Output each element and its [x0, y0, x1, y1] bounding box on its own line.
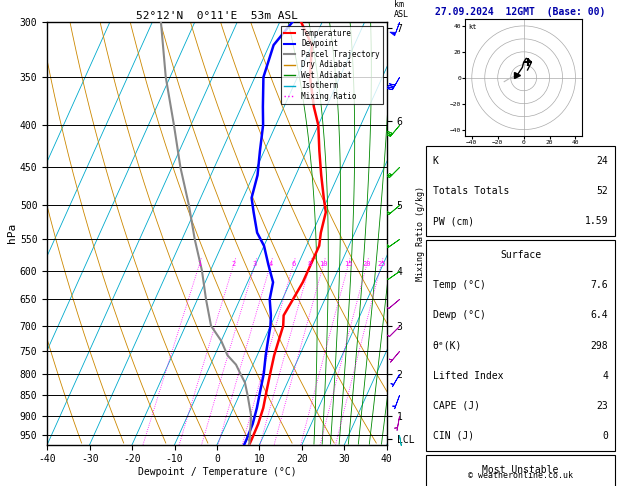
Text: Totals Totals: Totals Totals	[433, 186, 509, 196]
Text: 7.6: 7.6	[591, 280, 608, 290]
Bar	[426, 455, 615, 486]
Text: 4: 4	[269, 261, 272, 267]
Text: K: K	[433, 156, 438, 166]
Text: 25: 25	[377, 261, 386, 267]
Text: 3: 3	[253, 261, 257, 267]
Text: 8: 8	[308, 261, 312, 267]
X-axis label: Dewpoint / Temperature (°C): Dewpoint / Temperature (°C)	[138, 467, 296, 477]
Text: kt: kt	[468, 23, 476, 30]
Text: 298: 298	[591, 341, 608, 350]
Text: 20: 20	[362, 261, 371, 267]
Text: PW (cm): PW (cm)	[433, 216, 474, 226]
Text: Mixing Ratio (g/kg): Mixing Ratio (g/kg)	[416, 186, 425, 281]
Text: Lifted Index: Lifted Index	[433, 371, 503, 381]
Text: 1: 1	[198, 261, 201, 267]
Bar	[426, 240, 615, 451]
Text: CIN (J): CIN (J)	[433, 431, 474, 441]
Text: 1.59: 1.59	[585, 216, 608, 226]
Text: 6.4: 6.4	[591, 311, 608, 320]
Text: 0: 0	[603, 431, 608, 441]
Text: 23: 23	[597, 401, 608, 411]
Text: 24: 24	[597, 156, 608, 166]
Text: © weatheronline.co.uk: © weatheronline.co.uk	[468, 471, 573, 480]
Text: 27.09.2024  12GMT  (Base: 00): 27.09.2024 12GMT (Base: 00)	[435, 7, 606, 17]
Y-axis label: hPa: hPa	[7, 223, 17, 243]
Text: Temp (°C): Temp (°C)	[433, 280, 486, 290]
Text: 15: 15	[344, 261, 353, 267]
Text: Most Unstable: Most Unstable	[482, 465, 559, 475]
Bar	[426, 146, 615, 236]
Text: 6: 6	[291, 261, 296, 267]
Text: 10: 10	[319, 261, 328, 267]
Text: 4: 4	[603, 371, 608, 381]
Title: 52°12'N  0°11'E  53m ASL: 52°12'N 0°11'E 53m ASL	[136, 11, 298, 21]
Text: Dewp (°C): Dewp (°C)	[433, 311, 486, 320]
Text: 52: 52	[597, 186, 608, 196]
Legend: Temperature, Dewpoint, Parcel Trajectory, Dry Adiabat, Wet Adiabat, Isotherm, Mi: Temperature, Dewpoint, Parcel Trajectory…	[281, 26, 383, 104]
Text: km
ASL: km ASL	[394, 0, 409, 19]
Text: Surface: Surface	[500, 250, 541, 260]
Text: 2: 2	[231, 261, 236, 267]
Text: θᵉ(K): θᵉ(K)	[433, 341, 462, 350]
Text: CAPE (J): CAPE (J)	[433, 401, 479, 411]
